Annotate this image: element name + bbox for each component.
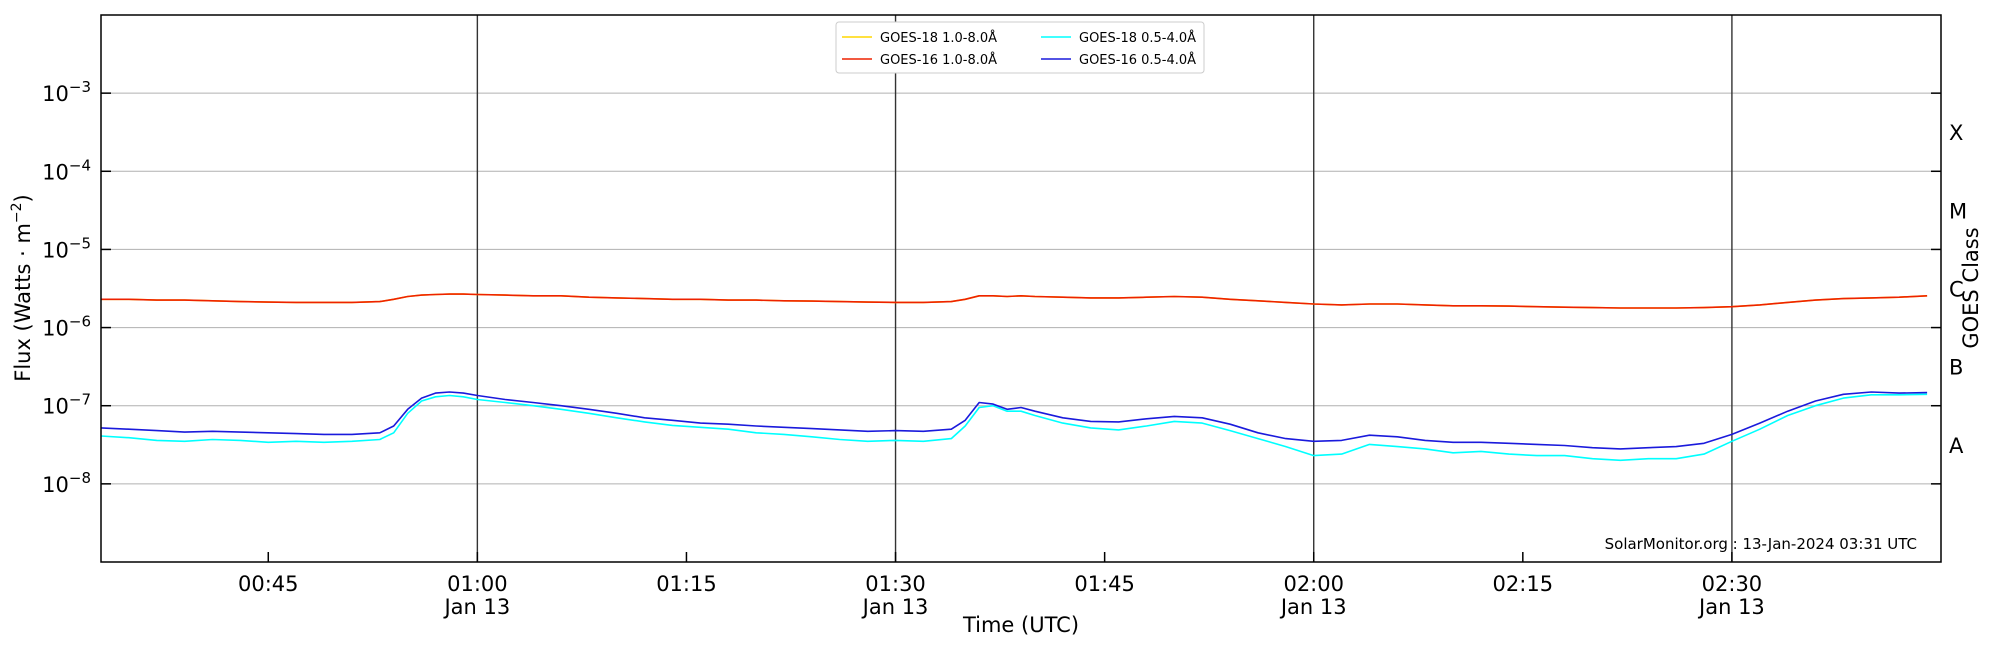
legend-label-goes16-short: GOES-16 0.5-4.0Å bbox=[1079, 52, 1196, 68]
x-tick-date-3: Jan 13 bbox=[861, 595, 929, 619]
x-tick-date-5: Jan 13 bbox=[1279, 595, 1347, 619]
y-axis-ticks: 10−8 10−7 10−6 10−5 10−4 10−3 bbox=[42, 78, 1941, 497]
legend: GOES-18 1.0-8.0Å GOES-16 1.0-8.0Å GOES-1… bbox=[835, 21, 1205, 74]
x-tick-date-7: Jan 13 bbox=[1697, 595, 1765, 619]
goes-class-labels: A B C M X bbox=[1949, 121, 1967, 458]
plot-background bbox=[101, 15, 1941, 562]
x-tick-label-2: 01:15 bbox=[656, 572, 717, 596]
x-tick-label-3: 01:30 bbox=[865, 572, 926, 596]
x-tick-date-1: Jan 13 bbox=[442, 595, 510, 619]
series-lines bbox=[100, 293, 1928, 462]
legend-label-goes16-long: GOES-16 1.0-8.0Å bbox=[880, 52, 997, 68]
credit-text: SolarMonitor.org : 13-Jan-2024 03:31 UTC bbox=[1605, 535, 1917, 553]
series-line-1 bbox=[101, 293, 1928, 309]
x-tick-label-4: 01:45 bbox=[1074, 572, 1135, 596]
x-tick-label-6: 02:15 bbox=[1493, 572, 1554, 596]
legend-label-goes18-long: GOES-18 1.0-8.0Å bbox=[880, 30, 997, 46]
y-tick-label-3: 10−5 bbox=[42, 234, 91, 262]
series-line-2 bbox=[100, 393, 1928, 462]
goes-class-c: C bbox=[1949, 278, 1964, 302]
y-axis-title: Flux (Watts · m−2) bbox=[9, 194, 35, 382]
series-line-3 bbox=[100, 391, 1928, 450]
goes-class-a: A bbox=[1949, 434, 1964, 458]
x-axis-title: Time (UTC) bbox=[962, 613, 1079, 637]
x-tick-label-0: 00:45 bbox=[238, 572, 299, 596]
y-tick-label-5: 10−3 bbox=[42, 78, 91, 106]
day-marker-lines bbox=[476, 15, 1733, 562]
goes-class-m: M bbox=[1949, 199, 1967, 223]
goes-class-x: X bbox=[1949, 121, 1963, 145]
x-tick-label-1: 01:00 bbox=[447, 572, 508, 596]
x-tick-label-5: 02:00 bbox=[1283, 572, 1344, 596]
plot-frame bbox=[100, 14, 1942, 563]
legend-label-goes18-short: GOES-18 0.5-4.0Å bbox=[1079, 30, 1196, 46]
x-tick-label-7: 02:30 bbox=[1702, 572, 1763, 596]
y-tick-label-1: 10−7 bbox=[42, 391, 91, 419]
legend-box bbox=[835, 21, 1205, 74]
goes-class-axis-title: GOES Class bbox=[1959, 227, 1983, 348]
y-tick-label-4: 10−4 bbox=[42, 156, 91, 184]
y-tick-label-2: 10−6 bbox=[42, 313, 91, 341]
y-tick-label-0: 10−8 bbox=[42, 469, 91, 497]
grid-lines bbox=[101, 92, 1941, 485]
goes-class-b: B bbox=[1949, 356, 1963, 380]
